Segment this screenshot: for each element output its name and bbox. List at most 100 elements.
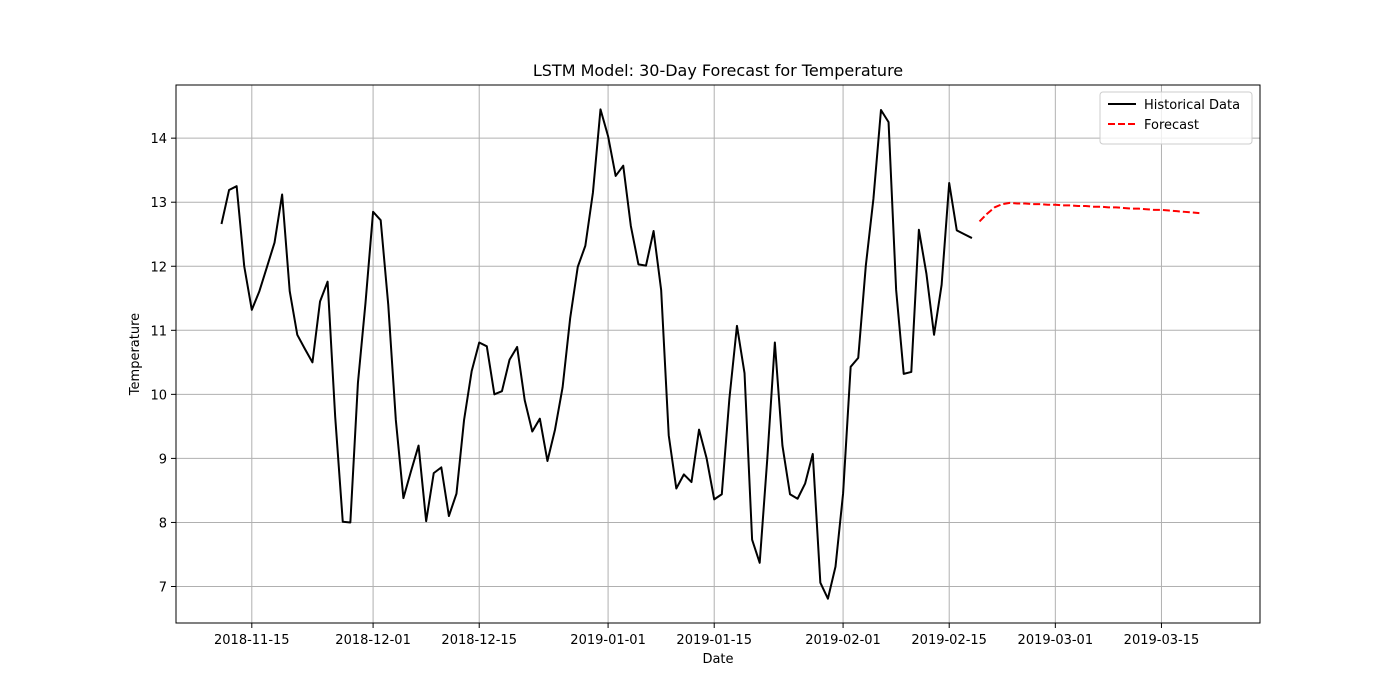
x-tick-label: 2018-12-15 xyxy=(441,633,517,648)
data-point-forecast xyxy=(1123,207,1125,209)
data-point-historical xyxy=(721,493,723,495)
data-point-historical xyxy=(372,211,374,213)
data-point-historical xyxy=(251,309,253,311)
data-point-historical xyxy=(410,470,412,472)
data-point-forecast xyxy=(1153,209,1155,211)
data-point-historical xyxy=(607,135,609,137)
plot-background xyxy=(176,85,1260,623)
data-point-historical xyxy=(311,361,313,363)
data-point-forecast xyxy=(1107,206,1109,208)
data-point-historical xyxy=(509,359,511,361)
data-point-historical xyxy=(418,445,420,447)
axis-ticks: 2018-11-15 2018-12-01 2018-12-15 2019-01-01… xyxy=(150,132,1199,648)
data-point-historical xyxy=(327,281,329,283)
data-point-historical xyxy=(797,498,799,500)
data-point-historical xyxy=(781,445,783,447)
data-point-historical xyxy=(804,482,806,484)
x-tick-label: 2019-03-01 xyxy=(1018,633,1094,648)
data-point-historical xyxy=(622,165,624,167)
data-point-historical xyxy=(637,263,639,265)
data-point-forecast xyxy=(1016,202,1018,204)
data-point-forecast xyxy=(1115,206,1117,208)
data-point-historical xyxy=(334,416,336,418)
data-point-historical xyxy=(584,245,586,247)
data-point-historical xyxy=(630,225,632,227)
y-tick-label: 7 xyxy=(159,580,167,595)
data-point-forecast xyxy=(986,213,988,215)
data-point-historical xyxy=(395,419,397,421)
x-tick-label: 2019-03-15 xyxy=(1124,633,1200,648)
data-point-historical xyxy=(925,273,927,275)
data-point-historical xyxy=(872,198,874,200)
data-point-forecast xyxy=(1092,206,1094,208)
data-point-historical xyxy=(842,493,844,495)
data-point-forecast xyxy=(1069,204,1071,206)
data-point-historical xyxy=(668,434,670,436)
data-point-forecast xyxy=(1145,208,1147,210)
x-tick-label: 2019-02-01 xyxy=(805,633,881,648)
data-point-forecast xyxy=(1009,202,1011,204)
data-point-historical xyxy=(554,429,556,431)
data-point-historical xyxy=(539,418,541,420)
data-point-historical xyxy=(645,265,647,267)
data-point-historical xyxy=(236,185,238,187)
data-point-historical xyxy=(380,219,382,221)
data-point-forecast xyxy=(1024,202,1026,204)
y-tick-label: 13 xyxy=(150,196,167,211)
data-point-historical xyxy=(274,242,276,244)
data-point-historical xyxy=(296,334,298,336)
data-point-historical xyxy=(433,472,435,474)
data-point-forecast xyxy=(1077,205,1079,207)
data-point-historical xyxy=(319,300,321,302)
data-point-historical xyxy=(228,189,230,191)
data-point-historical xyxy=(357,382,359,384)
data-point-historical xyxy=(835,566,837,568)
data-point-forecast xyxy=(1032,203,1034,205)
data-point-historical xyxy=(789,493,791,495)
data-point-historical xyxy=(910,371,912,373)
data-point-historical xyxy=(577,266,579,268)
data-point-historical xyxy=(812,453,814,455)
data-point-historical xyxy=(258,290,260,292)
data-point-historical xyxy=(425,520,427,522)
data-point-historical xyxy=(455,493,457,495)
grid xyxy=(176,85,1260,623)
data-point-historical xyxy=(933,334,935,336)
y-tick-label: 10 xyxy=(150,388,167,403)
plot-area: 2018-11-15 2018-12-01 2018-12-15 2019-01-01… xyxy=(150,84,1261,648)
data-point-forecast xyxy=(1085,205,1087,207)
data-point-historical xyxy=(562,386,564,388)
legend-box xyxy=(1099,91,1253,145)
data-point-historical xyxy=(857,357,859,359)
data-point-historical xyxy=(569,317,571,319)
data-point-historical xyxy=(880,109,882,111)
data-point-forecast xyxy=(1160,209,1162,211)
data-point-historical xyxy=(615,175,617,177)
data-point-historical xyxy=(690,481,692,483)
data-point-historical xyxy=(546,460,548,462)
data-point-historical xyxy=(660,289,662,291)
x-tick-label: 2018-12-01 xyxy=(335,633,411,648)
data-point-historical xyxy=(698,429,700,431)
legend-label-historical: Historical Data xyxy=(1144,98,1240,113)
data-point-historical xyxy=(653,230,655,232)
data-point-historical xyxy=(683,473,685,475)
data-point-historical xyxy=(471,370,473,372)
series-group xyxy=(220,108,1200,600)
x-tick-label: 2018-11-15 xyxy=(214,633,290,648)
chart-title: LSTM Model: 30-Day Forecast for Temperat… xyxy=(533,61,903,80)
data-point-historical xyxy=(387,304,389,306)
data-point-historical xyxy=(516,346,518,348)
legend-label-forecast: Forecast xyxy=(1144,118,1199,133)
data-point-forecast xyxy=(1138,208,1140,210)
data-point-historical xyxy=(963,233,965,235)
data-point-forecast xyxy=(994,206,996,208)
data-point-historical xyxy=(592,192,594,194)
data-point-historical xyxy=(766,458,768,460)
data-point-historical xyxy=(948,182,950,184)
data-point-forecast xyxy=(1168,210,1170,212)
data-point-forecast xyxy=(1176,210,1178,212)
y-tick-label: 11 xyxy=(150,324,167,339)
data-point-forecast xyxy=(1001,203,1003,205)
